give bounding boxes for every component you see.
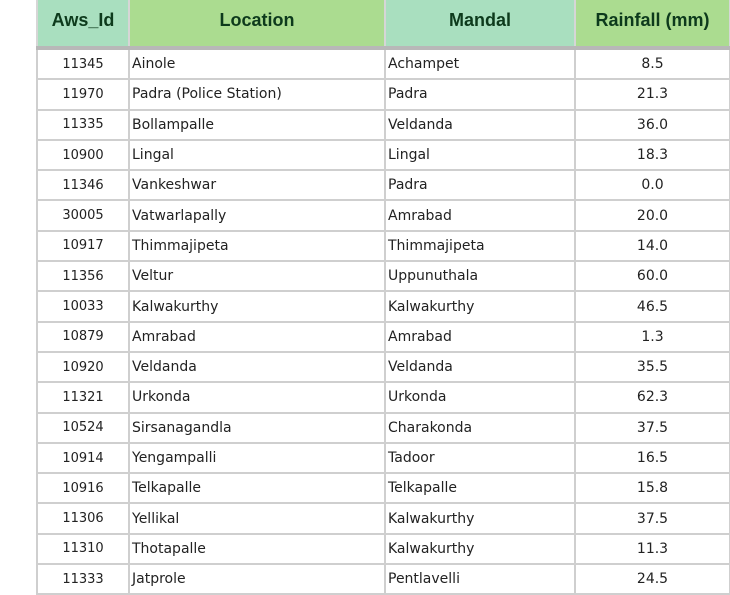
cell-aws-id: 11321 bbox=[36, 381, 130, 414]
table-row: 11345 Ainole Achampet 8.5 bbox=[36, 46, 730, 81]
cell-aws-id: 10033 bbox=[36, 290, 130, 323]
cell-rainfall: 14.0 bbox=[574, 229, 730, 263]
cell-aws-id: 11310 bbox=[36, 532, 130, 566]
header-mandal: Mandal bbox=[384, 0, 576, 50]
table-row: 11335 Bollampalle Veldanda 36.0 bbox=[36, 108, 730, 141]
cell-mandal: Uppunuthala bbox=[384, 260, 576, 293]
cell-location: Padra (Police Station) bbox=[128, 78, 386, 111]
cell-aws-id: 11306 bbox=[36, 502, 130, 535]
cell-rainfall: 37.5 bbox=[574, 411, 730, 444]
cell-mandal: Achampet bbox=[384, 46, 576, 81]
cell-rainfall: 37.5 bbox=[574, 502, 730, 535]
cell-location: Bollampalle bbox=[128, 108, 386, 141]
cell-mandal: Amrabad bbox=[384, 199, 576, 232]
cell-mandal: Tadoor bbox=[384, 441, 576, 475]
table-row: 10524 Sirsanagandla Charakonda 37.5 bbox=[36, 411, 730, 444]
cell-rainfall: 60.0 bbox=[574, 260, 730, 293]
cell-aws-id: 10879 bbox=[36, 320, 130, 353]
cell-mandal: Urkonda bbox=[384, 381, 576, 414]
cell-rainfall: 8.5 bbox=[574, 46, 730, 81]
cell-location: Vatwarlapally bbox=[128, 199, 386, 232]
cell-location: Vankeshwar bbox=[128, 169, 386, 202]
cell-aws-id: 11356 bbox=[36, 260, 130, 293]
cell-mandal: Kalwakurthy bbox=[384, 290, 576, 323]
cell-mandal: Lingal bbox=[384, 138, 576, 172]
cell-aws-id: 10917 bbox=[36, 229, 130, 263]
cell-aws-id: 10524 bbox=[36, 411, 130, 444]
table-row: 10879 Amrabad Amrabad 1.3 bbox=[36, 320, 730, 353]
table-row: 10920 Veldanda Veldanda 35.5 bbox=[36, 350, 730, 384]
cell-rainfall: 35.5 bbox=[574, 350, 730, 384]
cell-mandal: Kalwakurthy bbox=[384, 502, 576, 535]
cell-location: Yellikal bbox=[128, 502, 386, 535]
cell-rainfall: 24.5 bbox=[574, 563, 730, 595]
table-row: 11970 Padra (Police Station) Padra 21.3 bbox=[36, 78, 730, 111]
table-row: 11321 Urkonda Urkonda 62.3 bbox=[36, 381, 730, 414]
cell-rainfall: 15.8 bbox=[574, 472, 730, 505]
header-location: Location bbox=[128, 0, 386, 50]
cell-aws-id: 11333 bbox=[36, 563, 130, 595]
table-row: 30005 Vatwarlapally Amrabad 20.0 bbox=[36, 199, 730, 232]
cell-location: Veltur bbox=[128, 260, 386, 293]
cell-rainfall: 62.3 bbox=[574, 381, 730, 414]
table-row: 10917 Thimmajipeta Thimmajipeta 14.0 bbox=[36, 229, 730, 263]
cell-aws-id: 11345 bbox=[36, 46, 130, 81]
rainfall-table: Aws_Id Location Mandal Rainfall (mm) 113… bbox=[36, 0, 730, 595]
cell-location: Thotapalle bbox=[128, 532, 386, 566]
cell-mandal: Veldanda bbox=[384, 108, 576, 141]
table-row: 11333 Jatprole Pentlavelli 24.5 bbox=[36, 563, 730, 595]
cell-aws-id: 11335 bbox=[36, 108, 130, 141]
table-row: 11356 Veltur Uppunuthala 60.0 bbox=[36, 260, 730, 293]
table-row: 10033 Kalwakurthy Kalwakurthy 46.5 bbox=[36, 290, 730, 323]
header-row: Aws_Id Location Mandal Rainfall (mm) bbox=[36, 0, 730, 50]
cell-location: Veldanda bbox=[128, 350, 386, 384]
cell-location: Jatprole bbox=[128, 563, 386, 595]
cell-mandal: Veldanda bbox=[384, 350, 576, 384]
cell-rainfall: 36.0 bbox=[574, 108, 730, 141]
cell-location: Urkonda bbox=[128, 381, 386, 414]
cell-aws-id: 10920 bbox=[36, 350, 130, 384]
cell-rainfall: 18.3 bbox=[574, 138, 730, 172]
cell-rainfall: 0.0 bbox=[574, 169, 730, 202]
table-row: 10916 Telkapalle Telkapalle 15.8 bbox=[36, 472, 730, 505]
cell-mandal: Charakonda bbox=[384, 411, 576, 444]
cell-aws-id: 11970 bbox=[36, 78, 130, 111]
cell-rainfall: 11.3 bbox=[574, 532, 730, 566]
table-row: 10900 Lingal Lingal 18.3 bbox=[36, 138, 730, 172]
cell-rainfall: 46.5 bbox=[574, 290, 730, 323]
cell-location: Telkapalle bbox=[128, 472, 386, 505]
cell-aws-id: 11346 bbox=[36, 169, 130, 202]
cell-rainfall: 1.3 bbox=[574, 320, 730, 353]
cell-location: Ainole bbox=[128, 46, 386, 81]
cell-mandal: Padra bbox=[384, 78, 576, 111]
cell-location: Sirsanagandla bbox=[128, 411, 386, 444]
table-row: 10914 Yengampalli Tadoor 16.5 bbox=[36, 441, 730, 475]
table-row: 11306 Yellikal Kalwakurthy 37.5 bbox=[36, 502, 730, 535]
cell-aws-id: 10914 bbox=[36, 441, 130, 475]
cell-mandal: Thimmajipeta bbox=[384, 229, 576, 263]
header-aws-id: Aws_Id bbox=[36, 0, 130, 50]
cell-aws-id: 30005 bbox=[36, 199, 130, 232]
table-row: 11310 Thotapalle Kalwakurthy 11.3 bbox=[36, 532, 730, 566]
cell-location: Kalwakurthy bbox=[128, 290, 386, 323]
cell-location: Lingal bbox=[128, 138, 386, 172]
cell-mandal: Padra bbox=[384, 169, 576, 202]
cell-aws-id: 10916 bbox=[36, 472, 130, 505]
table-row: 11346 Vankeshwar Padra 0.0 bbox=[36, 169, 730, 202]
cell-location: Thimmajipeta bbox=[128, 229, 386, 263]
cell-rainfall: 20.0 bbox=[574, 199, 730, 232]
cell-mandal: Kalwakurthy bbox=[384, 532, 576, 566]
header-rainfall: Rainfall (mm) bbox=[574, 0, 730, 50]
cell-mandal: Pentlavelli bbox=[384, 563, 576, 595]
cell-aws-id: 10900 bbox=[36, 138, 130, 172]
cell-rainfall: 16.5 bbox=[574, 441, 730, 475]
cell-location: Yengampalli bbox=[128, 441, 386, 475]
cell-rainfall: 21.3 bbox=[574, 78, 730, 111]
cell-mandal: Amrabad bbox=[384, 320, 576, 353]
cell-location: Amrabad bbox=[128, 320, 386, 353]
cell-mandal: Telkapalle bbox=[384, 472, 576, 505]
